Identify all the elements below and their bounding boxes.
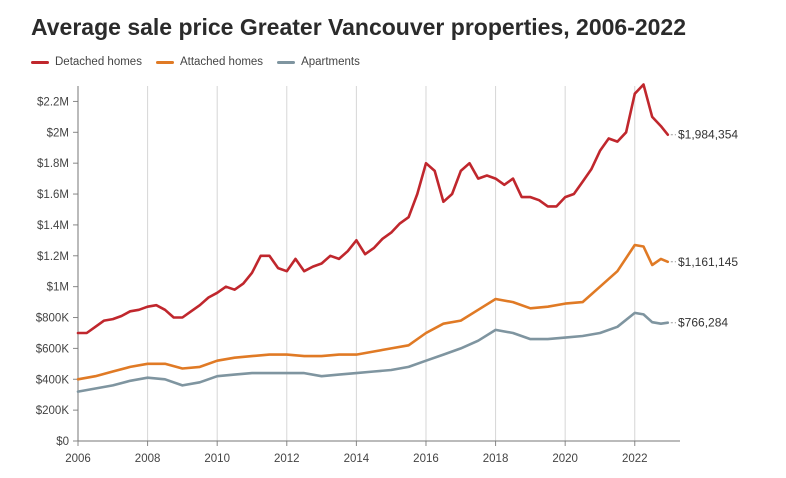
legend-label-apartments: Apartments [301,56,360,68]
series-line-detached-homes [76,83,670,335]
x-tick-label: 2012 [274,453,300,465]
x-tick-label: 2010 [204,453,230,465]
x-tick-label: 2006 [65,453,91,465]
end-value-label: $1,161,145 [678,255,738,269]
x-tick-label: 2016 [413,453,439,465]
label-layer: $1,984,354 $1,161,145 $766,284 [670,128,738,330]
legend-swatch-detached [31,60,49,64]
y-tick-label: $200K [36,405,70,417]
x-tick-label: 2022 [622,453,648,465]
y-tick-label: $800K [36,313,70,325]
end-value-label: $766,284 [678,316,728,330]
legend-swatch-attached [155,60,174,64]
y-tick-label: $2M [47,127,69,139]
y-tick-label: $1.6M [37,189,69,201]
legend-label-attached: Attached homes [179,56,264,68]
legend-item-attached: Attached homes [155,56,264,68]
axis-layer: 2006 2008 2010 2012 2014 2016 2018 2020 2022 $0 $2… [36,86,680,465]
legend-swatch-apartments [277,60,296,64]
y-tick-label: $0 [56,436,69,448]
y-tick-label: $600K [36,343,70,355]
legend-item-apartments: Apartments [277,56,360,68]
legend-label-detached: Detached homes [55,56,142,68]
end-value-label: $1,984,354 [678,128,738,142]
x-tick-label: 2018 [483,453,509,465]
legend-item-detached: Detached homes [31,56,142,68]
y-tick-label: $1.4M [37,220,69,232]
y-tick-label: $400K [36,374,70,386]
grid-layer [77,86,636,441]
x-tick-label: 2014 [344,453,370,465]
chart-title: Average sale price Greater Vancouver pro… [31,14,687,40]
y-tick-label: $1.2M [37,251,69,263]
series-line-apartments [76,311,670,393]
y-tick-label: $2.2M [37,96,69,108]
series-layer [76,83,670,393]
y-tick-label: $1M [47,282,69,294]
x-tick-label: 2020 [552,453,578,465]
y-tick-label: $1.8M [37,158,69,170]
x-tick-label: 2008 [135,453,161,465]
series-line-attached-homes [76,243,670,381]
chart-legend: Detached homes Attached homes Apartments [31,56,360,68]
